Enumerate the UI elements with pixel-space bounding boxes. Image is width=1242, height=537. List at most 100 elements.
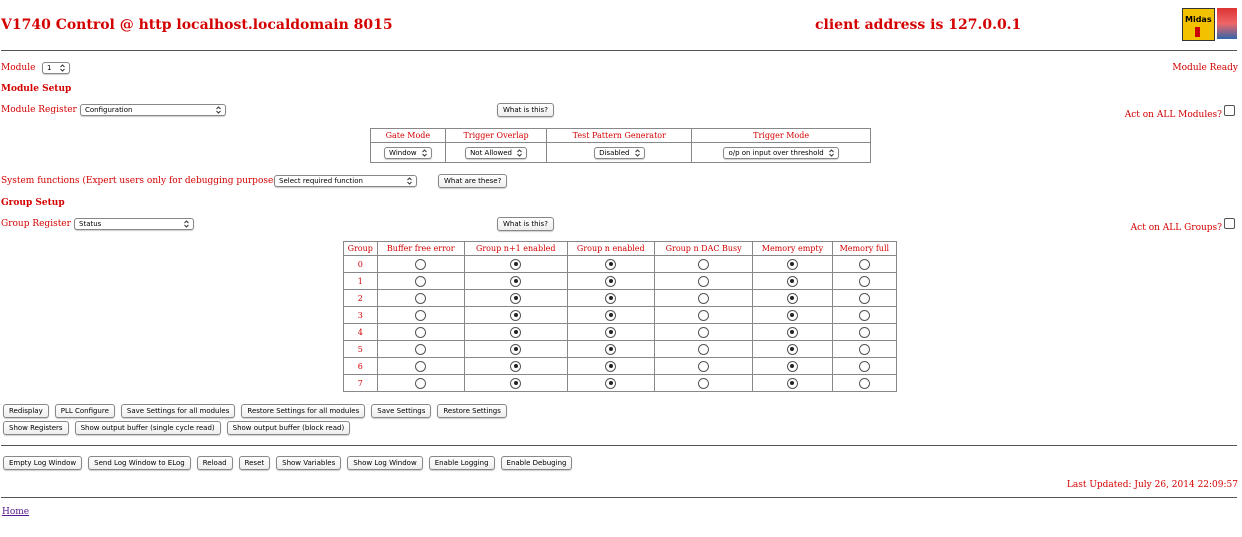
radio-button[interactable] <box>510 343 522 355</box>
system-select[interactable]: Select required function <box>274 175 417 187</box>
register-label: Group Register <box>1 219 71 229</box>
radio-button[interactable] <box>858 343 870 355</box>
action-button[interactable]: Show Log Window <box>347 456 423 470</box>
action-button[interactable]: Reset <box>238 456 271 470</box>
logo-mark <box>1195 27 1200 37</box>
radio-button[interactable] <box>698 309 710 321</box>
action-button[interactable]: Save Settings <box>371 404 432 418</box>
act-all-checkbox[interactable] <box>1224 218 1235 229</box>
help-button[interactable]: What is this? <box>497 103 554 117</box>
action-button[interactable]: Show output buffer (single cycle read) <box>74 421 221 435</box>
radio-button[interactable] <box>415 343 427 355</box>
radio-button[interactable] <box>605 309 617 321</box>
radio-cell <box>463 306 568 324</box>
action-button[interactable]: Show Registers <box>3 421 69 435</box>
action-button[interactable]: Restore Settings for all modules <box>241 404 366 418</box>
radio-button[interactable] <box>605 258 617 270</box>
register-select[interactable]: Configuration <box>80 104 226 116</box>
help-button[interactable]: What are these? <box>438 174 508 188</box>
radio-button[interactable] <box>698 258 710 270</box>
action-button[interactable]: PLL Configure <box>54 404 115 418</box>
radio-button[interactable] <box>858 326 870 338</box>
action-button[interactable]: Restore Settings <box>437 404 507 418</box>
radio-button[interactable] <box>786 343 798 355</box>
radio-button[interactable] <box>786 326 798 338</box>
radio-button[interactable] <box>698 343 710 355</box>
radio-button[interactable] <box>698 377 710 389</box>
action-button[interactable]: Empty Log Window <box>3 456 83 470</box>
mode-select[interactable]: Window <box>384 146 432 159</box>
mode-select[interactable]: Disabled <box>594 146 645 159</box>
group-cell: 6 <box>343 357 378 375</box>
radio-button[interactable] <box>858 309 870 321</box>
act-all-checkbox[interactable] <box>1224 105 1235 116</box>
radio-cell <box>752 306 833 324</box>
radio-button[interactable] <box>698 275 710 287</box>
radio-button[interactable] <box>786 292 798 304</box>
radio-button[interactable] <box>415 326 427 338</box>
radio-cell <box>752 374 833 392</box>
radio-button[interactable] <box>605 377 617 389</box>
radio-button[interactable] <box>510 360 522 372</box>
radio-button[interactable] <box>786 309 798 321</box>
select-cell: Not Allowed <box>444 142 548 163</box>
radio-button[interactable] <box>698 292 710 304</box>
group-cell: 3 <box>343 306 378 324</box>
radio-button[interactable] <box>415 275 427 287</box>
action-button[interactable]: Redisplay <box>3 404 49 418</box>
radio-button[interactable] <box>858 258 870 270</box>
radio-button[interactable] <box>510 309 522 321</box>
register-select[interactable]: Status <box>74 218 194 230</box>
radio-button[interactable] <box>415 377 427 389</box>
action-button[interactable]: Save Settings for all modules <box>120 404 236 418</box>
radio-button[interactable] <box>605 292 617 304</box>
radio-cell <box>566 374 656 392</box>
radio-button[interactable] <box>510 292 522 304</box>
separator <box>1 445 1237 446</box>
button-row: Empty Log Window Send Log Window to ELog R… <box>3 456 573 470</box>
radio-button[interactable] <box>415 360 427 372</box>
radio-button[interactable] <box>510 377 522 389</box>
radio-button[interactable] <box>510 258 522 270</box>
radio-button[interactable] <box>605 343 617 355</box>
radio-button[interactable] <box>510 326 522 338</box>
radio-cell <box>566 340 656 358</box>
radio-button[interactable] <box>858 377 870 389</box>
logo-2 <box>1217 8 1237 39</box>
action-button[interactable]: Enable Logging <box>428 456 495 470</box>
radio-button[interactable] <box>698 360 710 372</box>
radio-button[interactable] <box>786 360 798 372</box>
help-button[interactable]: What is this? <box>497 217 554 231</box>
module-select[interactable]: 1 <box>42 62 70 74</box>
radio-cell <box>376 306 465 324</box>
radio-button[interactable] <box>415 292 427 304</box>
radio-button[interactable] <box>605 326 617 338</box>
radio-button[interactable] <box>786 258 798 270</box>
group-cell: 1 <box>343 272 378 290</box>
radio-button[interactable] <box>605 360 617 372</box>
radio-button[interactable] <box>698 326 710 338</box>
action-button[interactable]: Show Variables <box>276 456 342 470</box>
mode-select[interactable]: o/p on input over threshold <box>723 146 839 159</box>
radio-button[interactable] <box>858 360 870 372</box>
action-button[interactable]: Send Log Window to ELog <box>88 456 191 470</box>
select-cell: Disabled <box>546 142 693 163</box>
group-row: 7 <box>343 374 898 392</box>
action-button[interactable]: Show output buffer (block read) <box>226 421 351 435</box>
select-arrow <box>517 148 522 157</box>
action-button[interactable]: Enable Debuging <box>500 456 573 470</box>
radio-button[interactable] <box>605 275 617 287</box>
radio-button[interactable] <box>415 258 427 270</box>
mode-select[interactable]: Not Allowed <box>465 146 527 159</box>
group-row: 3 <box>343 306 898 324</box>
radio-button[interactable] <box>786 377 798 389</box>
action-button[interactable]: Reload <box>196 456 233 470</box>
home-link[interactable]: Home <box>2 507 30 517</box>
radio-button[interactable] <box>858 292 870 304</box>
group-row: 0 <box>343 255 898 273</box>
radio-button[interactable] <box>510 275 522 287</box>
radio-button[interactable] <box>786 275 798 287</box>
radio-button[interactable] <box>858 275 870 287</box>
radio-button[interactable] <box>415 309 427 321</box>
